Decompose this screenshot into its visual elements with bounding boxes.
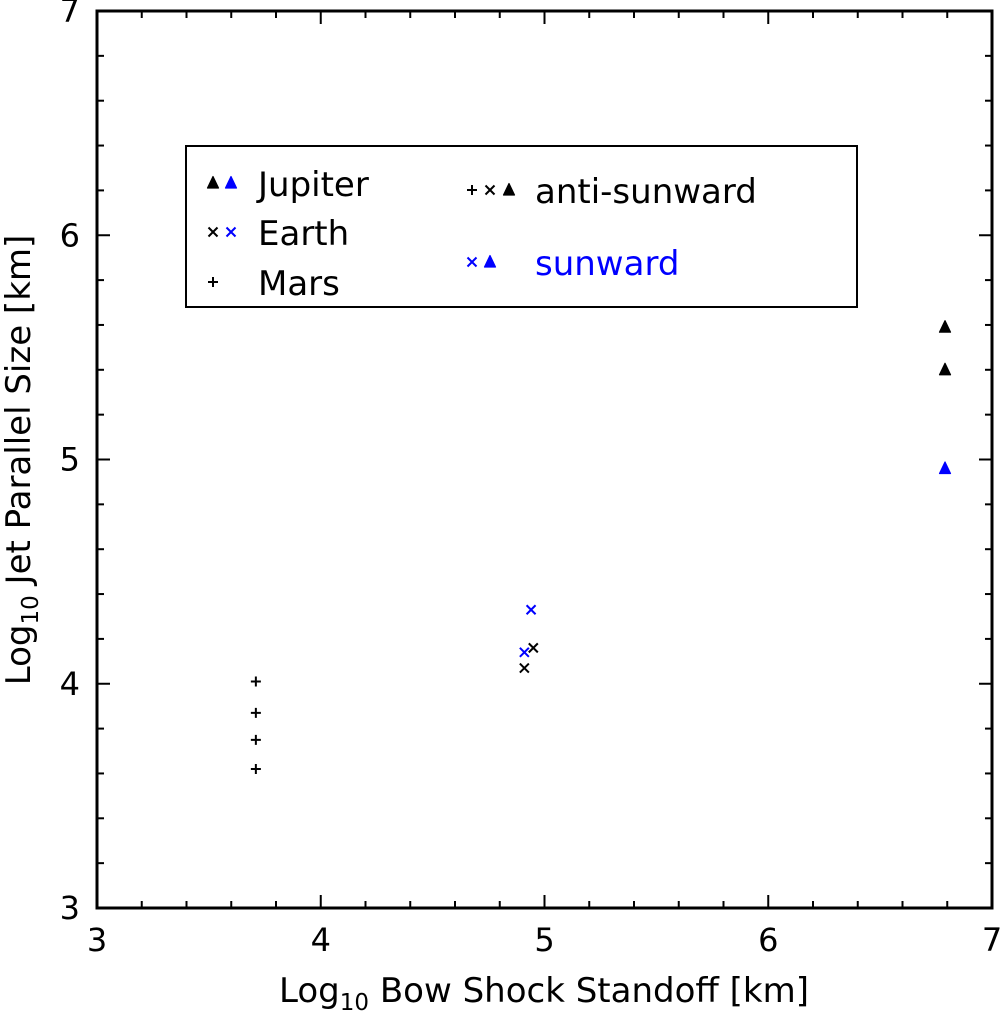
legend-markers xyxy=(206,175,516,287)
legend-label-earth: Earth xyxy=(258,214,349,254)
legend-marker-jupiter-black xyxy=(206,175,220,189)
legend-label-jupiter: Jupiter xyxy=(256,165,369,205)
data-point-jupiter-sunward xyxy=(938,461,952,475)
x-tick-label: 7 xyxy=(982,921,1000,959)
data-points xyxy=(250,320,952,774)
data-point-earth-anti-sunward xyxy=(528,642,539,654)
legend-marker-anti-sunward-plus xyxy=(467,185,477,195)
y-tick-label: 4 xyxy=(60,665,80,703)
y-axis-label: Log10 Jet Parallel Size [km] xyxy=(0,235,44,686)
legend-marker-anti-sunward-triangle xyxy=(502,182,516,196)
legend-box xyxy=(185,145,858,308)
y-tick-label: 3 xyxy=(60,889,80,927)
tick-labels: 3 4 5 6 7 3 4 5 6 7 xyxy=(60,0,1000,959)
data-point-jupiter-anti-sunward xyxy=(938,320,952,333)
plot-frame xyxy=(95,9,994,910)
legend-marker-sunward-triangle xyxy=(483,254,497,268)
x-axis-label: Log10 Bow Shock Standoff [km] xyxy=(279,971,809,1013)
legend-label-anti-sunward: anti-sunward xyxy=(535,172,757,212)
data-point-mars-anti-sunward xyxy=(250,763,261,774)
legend-marker-sunward-x xyxy=(466,256,478,268)
y-tick-label: 7 xyxy=(60,0,80,30)
legend-marker-anti-sunward-x xyxy=(484,184,496,196)
x-tick-label: 4 xyxy=(311,921,331,959)
y-tick-label: 5 xyxy=(60,441,80,479)
data-point-jupiter-anti-sunward xyxy=(938,362,952,376)
legend-marker-earth-blue xyxy=(225,226,237,238)
x-tick-label: 6 xyxy=(758,921,778,959)
legend-marker-earth-black xyxy=(207,226,219,238)
legend-marker-jupiter-blue xyxy=(224,175,238,189)
legend: Jupiter Earth Mars anti-sunward sunward xyxy=(185,145,858,308)
legend-label-sunward: sunward xyxy=(535,244,679,284)
x-tick-label: 5 xyxy=(534,921,554,959)
data-point-earth-anti-sunward xyxy=(519,662,530,674)
legend-label-mars: Mars xyxy=(258,264,340,304)
data-point-earth-sunward xyxy=(519,647,530,658)
data-point-mars-anti-sunward xyxy=(250,676,261,687)
legend-marker-mars-black xyxy=(208,277,218,287)
y-tick-label: 6 xyxy=(60,216,80,254)
data-point-mars-anti-sunward xyxy=(250,734,261,745)
data-point-mars-anti-sunward xyxy=(250,707,261,718)
x-tick-label: 3 xyxy=(87,921,107,959)
data-point-earth-sunward xyxy=(525,604,537,615)
